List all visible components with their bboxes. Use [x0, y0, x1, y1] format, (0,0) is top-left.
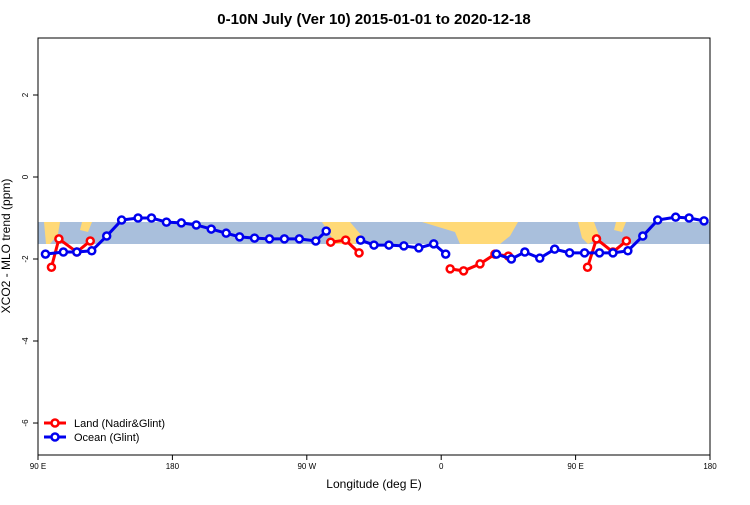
point — [87, 246, 97, 256]
point — [294, 234, 305, 244]
point — [85, 236, 96, 246]
point — [54, 234, 64, 244]
point — [564, 248, 575, 258]
land-shape — [44, 222, 60, 244]
land-shape — [80, 222, 92, 232]
point — [579, 248, 590, 258]
point — [354, 248, 364, 258]
point — [46, 262, 57, 272]
point — [520, 247, 530, 257]
point — [264, 234, 275, 244]
y-tick-label: 0 — [21, 174, 30, 179]
point — [58, 247, 69, 257]
legend-marker — [50, 432, 60, 442]
point — [608, 248, 618, 258]
point — [491, 249, 502, 259]
point — [116, 215, 127, 225]
point — [206, 224, 216, 234]
point — [279, 234, 290, 244]
point — [445, 264, 455, 274]
point — [321, 226, 331, 236]
point — [535, 253, 545, 263]
point — [234, 232, 245, 242]
y-tick-label: -2 — [21, 255, 30, 263]
point — [191, 220, 202, 230]
plot-frame — [37, 37, 711, 456]
legend-marker — [50, 418, 60, 428]
point — [176, 218, 187, 228]
point — [325, 237, 336, 247]
point — [101, 231, 112, 241]
chart-title: 0-10N July (Ver 10) 2015-01-01 to 2020-1… — [217, 11, 531, 28]
point — [684, 213, 694, 223]
point — [506, 254, 517, 264]
point — [414, 243, 424, 253]
point — [384, 240, 394, 250]
point — [72, 247, 82, 257]
point — [161, 217, 172, 227]
legend: Land (Nadir&Glint) Ocean (Glint) — [44, 418, 165, 444]
series — [40, 212, 709, 264]
point — [133, 213, 143, 223]
point — [458, 266, 469, 276]
x-tick-label: 180 — [703, 462, 717, 471]
y-axis-label: XCO2 - MLO trend (ppm) — [0, 179, 13, 314]
point — [369, 240, 379, 250]
point — [549, 244, 560, 254]
point — [594, 248, 605, 258]
point — [311, 236, 321, 246]
point — [399, 241, 409, 251]
point — [146, 213, 157, 223]
point — [475, 259, 485, 269]
x-tick-label: 90 E — [567, 462, 583, 471]
point — [652, 215, 663, 225]
point — [638, 231, 648, 241]
point — [699, 216, 709, 226]
y-tick-label: 2 — [21, 92, 30, 97]
land-shape — [422, 222, 518, 244]
point — [591, 234, 602, 244]
point — [40, 249, 51, 259]
point — [670, 212, 681, 222]
x-tick-label: 0 — [439, 462, 444, 471]
x-tick-label: 90 W — [297, 462, 316, 471]
x-axis-label: Longitude (deg E) — [326, 477, 421, 491]
land-shape — [614, 222, 626, 232]
point — [221, 228, 231, 238]
legend-label: Ocean (Glint) — [74, 432, 139, 444]
point — [340, 235, 351, 245]
point — [355, 235, 366, 245]
land-shape — [322, 222, 362, 244]
point — [621, 236, 632, 246]
y-tick-label: -6 — [21, 419, 30, 427]
point — [249, 233, 260, 243]
y-tick-label: -4 — [21, 337, 30, 345]
point — [428, 239, 439, 249]
point — [582, 262, 593, 272]
x-tick-label: 180 — [166, 462, 180, 471]
point — [440, 249, 451, 259]
x-tick-label: 90 E — [30, 462, 46, 471]
point — [623, 246, 633, 256]
legend-label: Land (Nadir&Glint) — [74, 418, 165, 430]
